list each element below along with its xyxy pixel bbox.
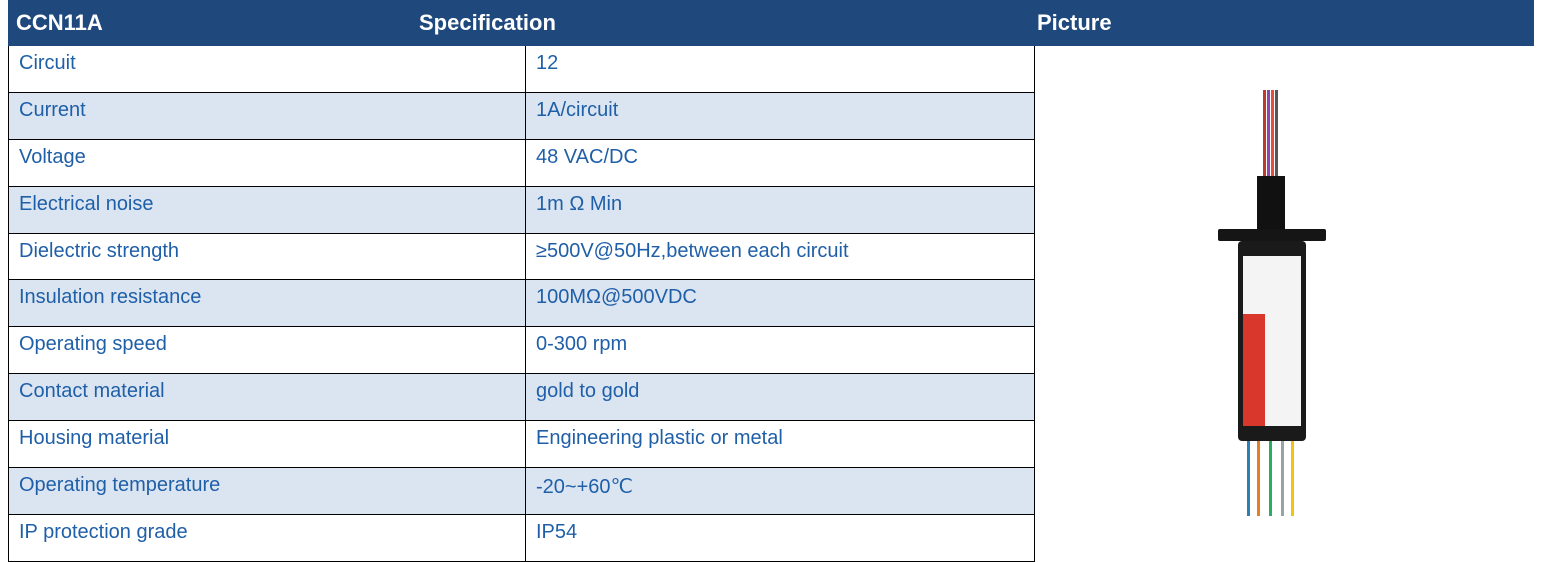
header-specification: Specification <box>419 10 556 36</box>
spec-value: IP54 <box>525 515 1035 561</box>
spec-name: Insulation resistance <box>8 280 525 326</box>
product-picture <box>1035 46 1535 562</box>
spec-value: Engineering plastic or metal <box>525 421 1035 467</box>
spec-value: 0-300 rpm <box>525 327 1035 373</box>
spec-value: 48 VAC/DC <box>525 140 1035 186</box>
label-red <box>1243 314 1265 426</box>
spec-name: Housing material <box>8 421 525 467</box>
spec-name: Operating speed <box>8 327 525 373</box>
shaft <box>1257 176 1285 236</box>
spec-value: 12 <box>525 46 1035 92</box>
header-model: CCN11A <box>16 10 103 36</box>
spec-name: Contact material <box>8 374 525 420</box>
spec-name: Operating temperature <box>8 468 525 514</box>
spec-value: 100MΩ@500VDC <box>525 280 1035 326</box>
wires-bottom <box>1247 441 1294 516</box>
header-picture: Picture <box>1037 10 1112 36</box>
wires-top <box>1263 90 1278 180</box>
spec-name: Voltage <box>8 140 525 186</box>
table-row: Dielectric strength≥500V@50Hz,between ea… <box>8 234 1035 281</box>
table-row: Operating temperature-20~+60℃ <box>8 468 1035 515</box>
spec-name: Electrical noise <box>8 187 525 233</box>
spec-value: gold to gold <box>525 374 1035 420</box>
spec-name: IP protection grade <box>8 515 525 561</box>
spec-name: Current <box>8 93 525 139</box>
spec-value: 1m Ω Min <box>525 187 1035 233</box>
spec-value: -20~+60℃ <box>525 468 1035 514</box>
flange <box>1218 229 1326 241</box>
table-header: CCN11A Specification Picture <box>8 0 1534 46</box>
page: CCN11A Specification Picture Circuit12Cu… <box>0 0 1542 562</box>
spec-value: ≥500V@50Hz,between each circuit <box>525 234 1035 280</box>
spec-name: Circuit <box>8 46 525 92</box>
spec-name: Dielectric strength <box>8 234 525 280</box>
spec-value: 1A/circuit <box>525 93 1035 139</box>
